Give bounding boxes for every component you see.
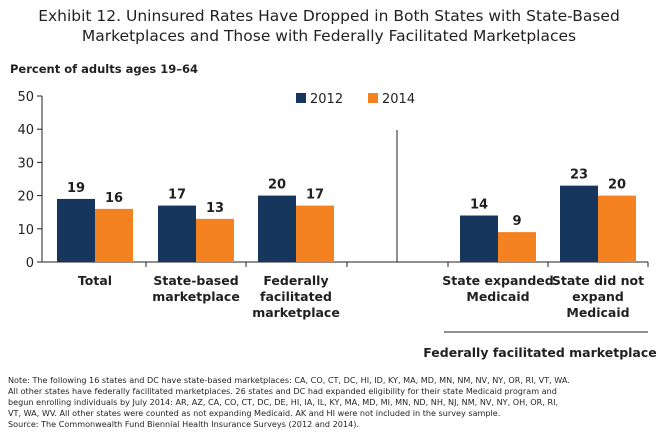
data-label-2012: 19 bbox=[67, 181, 85, 196]
chart-title-line-2: Marketplaces and Those with Federally Fa… bbox=[81, 27, 577, 45]
y-tick-label: 20 bbox=[17, 190, 34, 205]
category-label: Medicaid bbox=[466, 289, 529, 304]
bar-2014 bbox=[196, 218, 234, 262]
data-label-2014: 16 bbox=[105, 191, 123, 206]
bar-2014 bbox=[598, 195, 636, 262]
data-label-2014: 13 bbox=[206, 201, 224, 216]
legend-label-2012: 2012 bbox=[310, 92, 343, 107]
category-label: marketplace bbox=[152, 289, 240, 304]
chart-title: Exhibit 12. Uninsured Rates Have Dropped… bbox=[0, 6, 658, 46]
category-label: expand bbox=[572, 289, 624, 304]
bar-2014 bbox=[95, 208, 133, 262]
footnote-line-2: All other states have federally facilita… bbox=[8, 386, 557, 396]
bar-2012 bbox=[258, 195, 296, 262]
category-label: facilitated bbox=[260, 289, 332, 304]
category-label: State did not bbox=[552, 273, 644, 288]
data-label-2014: 17 bbox=[306, 188, 324, 203]
category-label: Total bbox=[78, 273, 112, 288]
footnote-line-3: begun enrolling individuals by July 2014… bbox=[8, 397, 559, 407]
bar-2012 bbox=[460, 215, 498, 262]
bar-2012 bbox=[57, 198, 95, 262]
footnote-line-4: VT, WA, WV. All other states were counte… bbox=[8, 408, 501, 418]
category-label: marketplace bbox=[252, 305, 340, 320]
footnote-line-1: Note: The following 16 states and DC hav… bbox=[8, 375, 570, 385]
data-label-2014: 20 bbox=[608, 178, 626, 193]
group-label: Federally facilitated marketplace bbox=[423, 345, 657, 360]
footnote-line-5: Source: The Commonwealth Fund Biennial H… bbox=[8, 419, 359, 429]
category-label: Medicaid bbox=[566, 305, 629, 320]
data-label-2012: 20 bbox=[268, 178, 286, 193]
y-tick-label: 50 bbox=[17, 90, 34, 105]
y-tick-label: 30 bbox=[17, 156, 34, 171]
data-label-2012: 17 bbox=[168, 188, 186, 203]
category-label: State-based bbox=[153, 273, 238, 288]
legend-label-2014: 2014 bbox=[382, 92, 415, 107]
data-label-2012: 23 bbox=[570, 168, 588, 183]
data-label-2012: 14 bbox=[470, 198, 488, 213]
bar-2012 bbox=[560, 185, 598, 262]
y-tick-label: 40 bbox=[17, 123, 34, 138]
category-label: State expanded bbox=[442, 273, 553, 288]
bar-2012 bbox=[158, 205, 196, 262]
chart-title-line-1: Exhibit 12. Uninsured Rates Have Dropped… bbox=[38, 7, 620, 25]
y-tick-label: 10 bbox=[17, 223, 34, 238]
data-label-2014: 9 bbox=[512, 214, 521, 229]
category-label: Federally bbox=[263, 273, 328, 288]
legend-swatch-2012 bbox=[296, 93, 306, 103]
y-axis-label: Percent of adults ages 19–64 bbox=[10, 62, 198, 76]
bar-2014 bbox=[296, 205, 334, 262]
legend-swatch-2014 bbox=[368, 93, 378, 103]
footnote: Note: The following 16 states and DC hav… bbox=[8, 375, 653, 430]
y-tick-label: 0 bbox=[26, 256, 34, 271]
bar-2014 bbox=[498, 232, 536, 262]
